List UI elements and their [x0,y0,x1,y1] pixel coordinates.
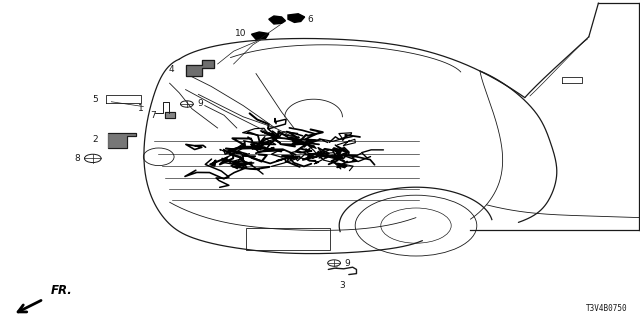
Polygon shape [186,60,214,76]
Bar [246,228,330,250]
Text: 8: 8 [74,154,80,163]
Polygon shape [108,133,136,148]
Text: 9: 9 [344,259,350,268]
Text: 3: 3 [340,281,345,290]
Polygon shape [269,16,285,24]
Text: 5: 5 [92,95,98,104]
Text: FR.: FR. [51,284,73,297]
Text: 6: 6 [307,15,313,24]
Polygon shape [562,77,582,83]
Text: T3V4B0750: T3V4B0750 [586,304,627,313]
Polygon shape [252,32,269,39]
Polygon shape [288,14,305,22]
Text: 7: 7 [150,111,156,120]
Text: 9: 9 [197,100,203,108]
Polygon shape [165,112,175,118]
Text: 4: 4 [168,65,174,74]
Text: 1: 1 [138,104,143,113]
Text: 10: 10 [235,29,246,38]
Text: 2: 2 [92,135,98,144]
